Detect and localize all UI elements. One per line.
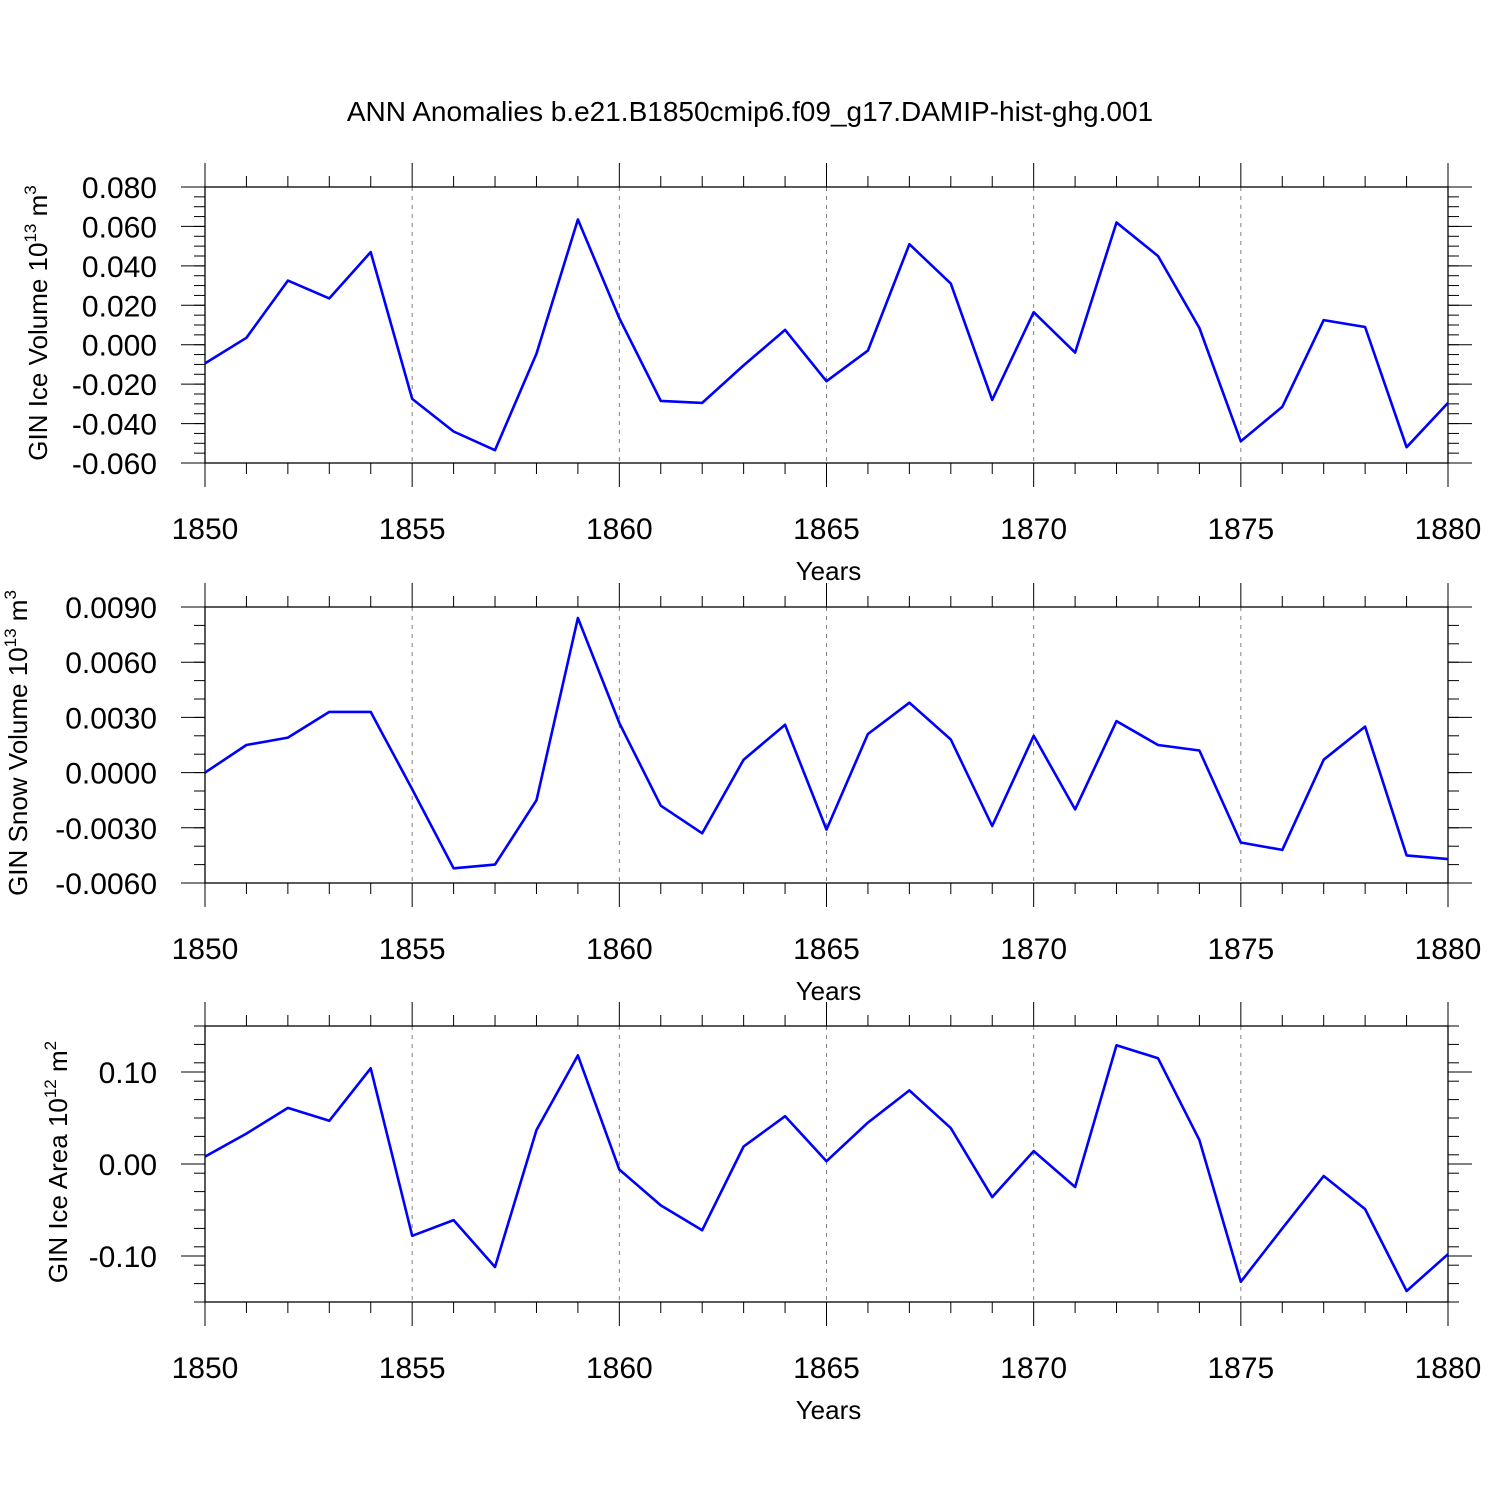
x-tick-label: 1880 — [1415, 513, 1482, 546]
chart-panel-1: 1850 1855 1860 1865 1870 1875 1880 Years -0.060 -… — [21, 163, 1481, 586]
x-tick-label: 1855 — [379, 1352, 446, 1385]
x-axis-label: Years — [796, 976, 862, 1006]
x-tick-label: 1860 — [586, 1352, 653, 1385]
y-tick-label: -0.0060 — [55, 868, 157, 901]
x-tick-label: 1865 — [793, 1352, 860, 1385]
series-line — [204, 1044, 1449, 1293]
y-tick-label: 0.0090 — [65, 592, 157, 625]
x-tick-label: 1860 — [586, 933, 653, 966]
x-tick-label: 1850 — [172, 1352, 239, 1385]
y-tick-label: 0.000 — [82, 330, 157, 363]
y-tick-label: 0.0000 — [65, 758, 157, 791]
y-tick-label: 0.0060 — [65, 647, 157, 680]
y-axis-label: GIN Ice Volume 1013 m3 — [21, 185, 53, 461]
x-tick-label: 1860 — [586, 513, 653, 546]
y-tick-label: 0.080 — [82, 172, 157, 205]
x-tick-label: 1855 — [379, 513, 446, 546]
x-tick-label: 1870 — [1000, 1352, 1067, 1385]
x-tick-label: 1850 — [172, 513, 239, 546]
x-tick-label: 1865 — [793, 513, 860, 546]
figure-title: ANN Anomalies b.e21.B1850cmip6.f09_g17.D… — [346, 96, 1154, 127]
y-axis-label: GIN Snow Volume 1013 m3 — [1, 590, 33, 896]
x-axis-label: Years — [796, 556, 862, 586]
y-tick-label: -0.020 — [72, 369, 157, 402]
y-axis-label: GIN Ice Area 1012 m2 — [41, 1041, 73, 1283]
x-tick-label: 1855 — [379, 933, 446, 966]
chart-panel-2: 1850 1855 1860 1865 1870 1875 1880 Years -0.0060… — [1, 583, 1481, 1006]
y-tick-label: 0.060 — [82, 211, 157, 244]
x-axis-label: Years — [796, 1395, 862, 1425]
x-tick-label: 1880 — [1415, 1352, 1482, 1385]
series-line — [204, 616, 1449, 870]
x-tick-label: 1870 — [1000, 513, 1067, 546]
y-tick-label: 0.020 — [82, 290, 157, 323]
x-tick-label: 1875 — [1207, 513, 1274, 546]
x-tick-label: 1880 — [1415, 933, 1482, 966]
x-tick-label: 1850 — [172, 933, 239, 966]
y-tick-label: -0.0030 — [55, 813, 157, 846]
y-tick-label: 0.10 — [99, 1057, 157, 1090]
y-tick-label: 0.040 — [82, 251, 157, 284]
y-tick-label: 0.0030 — [65, 702, 157, 735]
chart-panel-3: 1850 1855 1860 1865 1870 1875 1880 Years -0.10 0.… — [41, 1002, 1481, 1425]
x-tick-label: 1870 — [1000, 933, 1067, 966]
y-tick-label: -0.040 — [72, 409, 157, 442]
y-tick-label: 0.00 — [99, 1149, 157, 1182]
x-tick-label: 1875 — [1207, 933, 1274, 966]
series-line — [204, 218, 1449, 452]
y-tick-label: -0.060 — [72, 448, 157, 481]
y-tick-label: -0.10 — [89, 1241, 157, 1274]
x-tick-label: 1865 — [793, 933, 860, 966]
x-tick-label: 1875 — [1207, 1352, 1274, 1385]
